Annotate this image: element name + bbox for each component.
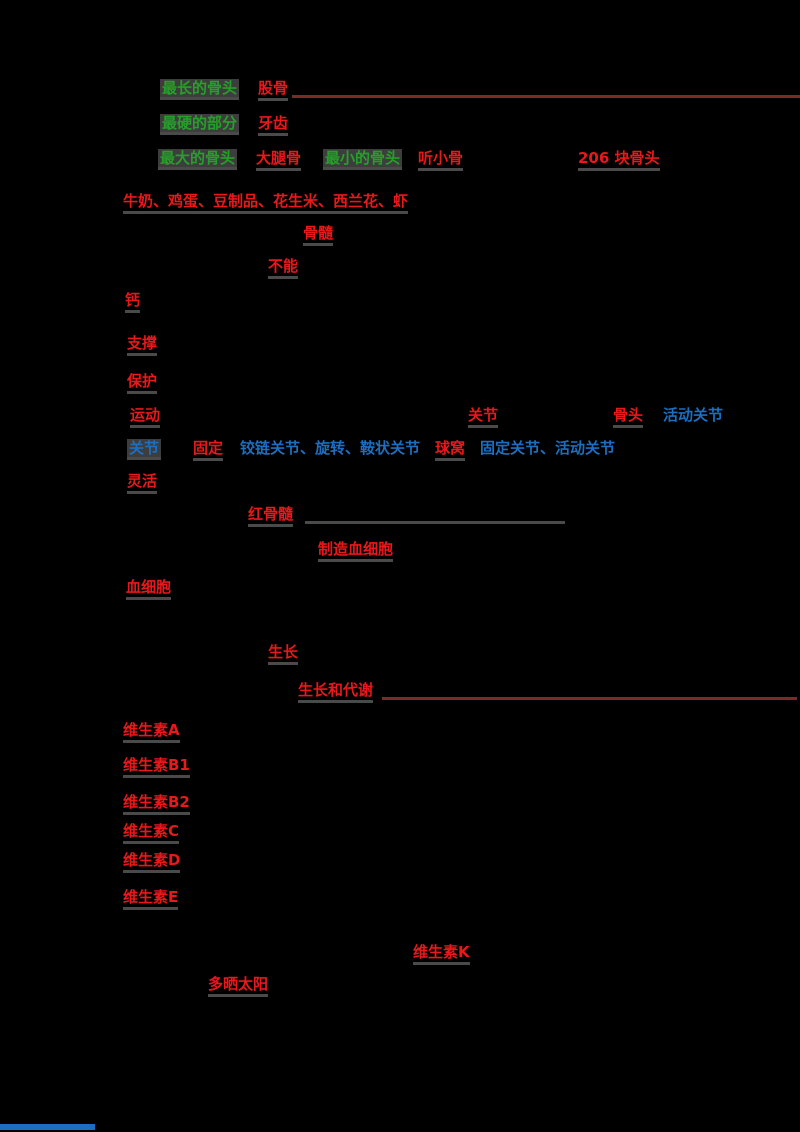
footer-bar	[0, 1124, 95, 1130]
answer-cannot: 不能	[268, 257, 299, 279]
answer-growth-metabolism: 生长和代谢	[298, 681, 374, 703]
answer-protect: 保护	[127, 372, 158, 394]
term-movable-joint: 活动关节	[663, 406, 724, 424]
term-joint-types-2: 固定关节、活动关节	[480, 439, 616, 457]
answer-support: 支撑	[127, 334, 158, 356]
term-biggest-bone: 最大的骨头	[158, 149, 238, 170]
answer-make-blood-cells: 制造血细胞	[318, 540, 394, 562]
answer-vitamin-e: 维生素E	[123, 888, 179, 910]
answer-vitamin-a: 维生素A	[123, 721, 180, 743]
rule-line-top	[292, 95, 800, 98]
answer-movement: 运动	[130, 406, 161, 428]
rule-line-growth	[382, 697, 797, 700]
answer-femur: 股骨	[258, 79, 289, 101]
term-longest-bone: 最长的骨头	[160, 79, 240, 100]
term-hardest-part: 最硬的部分	[160, 114, 240, 135]
term-joint: 关节	[127, 439, 162, 460]
term-smallest-bone: 最小的骨头	[323, 149, 403, 170]
answer-teeth: 牙齿	[258, 114, 289, 136]
answer-vitamin-k: 维生素K	[413, 943, 470, 965]
answer-thigh-bone: 大腿骨	[256, 149, 302, 171]
answer-calcium: 钙	[125, 291, 141, 313]
answer-vitamin-c: 维生素C	[123, 822, 180, 844]
answer-calcium-foods: 牛奶、鸡蛋、豆制品、花生米、西兰花、虾	[123, 192, 409, 214]
answer-bone: 骨头	[613, 406, 644, 428]
answer-vitamin-b1: 维生素B1	[123, 756, 190, 778]
answer-ball-socket: 球窝	[435, 439, 466, 461]
answer-206-bones: 206 块骨头	[578, 149, 660, 171]
answer-bone-marrow: 骨髓	[303, 224, 334, 246]
answer-fixed: 固定	[193, 439, 224, 461]
answer-flexible: 灵活	[127, 472, 158, 494]
rule-line-marrow	[305, 521, 565, 524]
answer-ossicle: 听小骨	[418, 149, 464, 171]
term-joint-types-1: 铰链关节、旋转、鞍状关节	[240, 439, 421, 457]
answer-sunshine: 多晒太阳	[208, 975, 269, 997]
answer-red-marrow: 红骨髓	[248, 505, 294, 527]
answer-vitamin-b2: 维生素B2	[123, 793, 190, 815]
answer-blood-cells: 血细胞	[126, 578, 172, 600]
answer-joint: 关节	[468, 406, 499, 428]
answer-vitamin-d: 维生素D	[123, 851, 181, 873]
answer-growth: 生长	[268, 643, 299, 665]
